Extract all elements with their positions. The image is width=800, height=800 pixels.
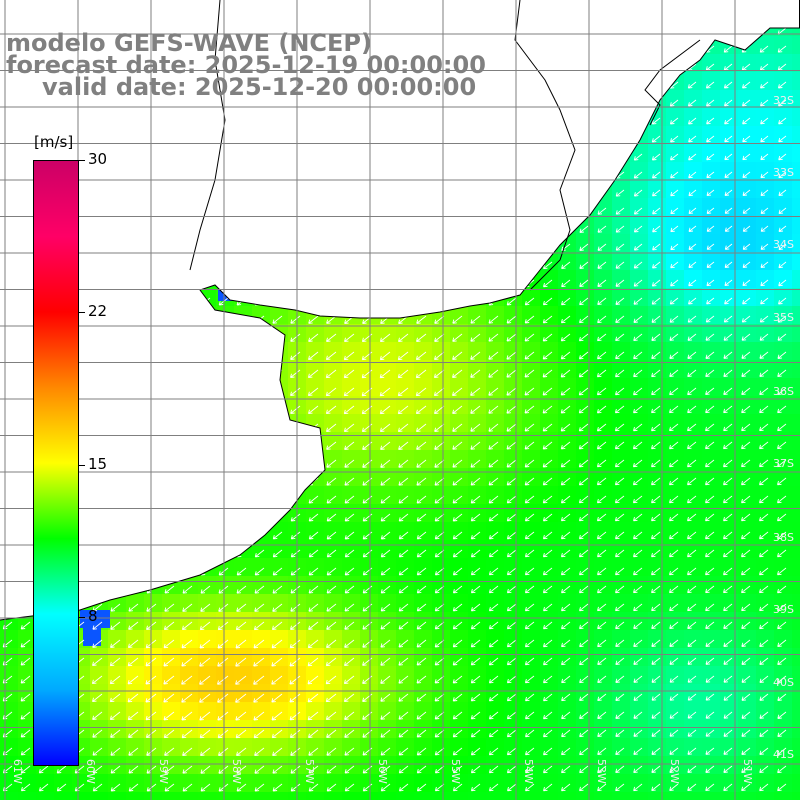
colorbar-tick-15 <box>79 465 85 466</box>
lat-label-32s: 32S <box>773 94 794 107</box>
colorbar-tick-30 <box>79 160 85 161</box>
colorbar-tick-8 <box>79 617 85 618</box>
colorbar-label-8: 8 <box>88 607 98 625</box>
lat-label-33s: 33S <box>773 166 794 179</box>
lon-label-51w: 51W <box>741 759 754 784</box>
lon-label-59w: 59W <box>157 759 170 784</box>
title-model: modelo GEFS-WAVE (NCEP) <box>6 29 372 57</box>
colorbar <box>33 160 79 766</box>
lon-label-54w: 54W <box>522 759 535 784</box>
colorbar-tick-22 <box>79 312 85 313</box>
colorbar-unit: [m/s] <box>34 133 74 151</box>
colorbar-label-30: 30 <box>88 150 108 168</box>
colorbar-label-22: 22 <box>88 302 108 320</box>
lat-label-36s: 36S <box>773 385 794 398</box>
lon-label-58w: 58W <box>230 759 243 784</box>
lat-label-41s: 41S <box>773 748 794 761</box>
colorbar-label-15: 15 <box>88 455 108 473</box>
title-forecast-date: forecast date: 2025-12-19 00:00:00 <box>6 51 486 79</box>
lat-label-34s: 34S <box>773 238 794 251</box>
lon-label-53w: 53W <box>595 759 608 784</box>
lat-label-37s: 37S <box>773 457 794 470</box>
lat-label-38s: 38S <box>773 531 794 544</box>
lat-label-35s: 35S <box>773 311 794 324</box>
lon-label-56w: 56W <box>376 759 389 784</box>
title-valid-date: valid date: 2025-12-20 00:00:00 <box>42 73 477 101</box>
lon-label-57w: 57W <box>303 759 316 784</box>
lon-label-60w: 60W <box>84 759 97 784</box>
lat-label-39s: 39S <box>773 603 794 616</box>
lon-label-61w: 61W <box>11 759 24 784</box>
lat-label-40s: 40S <box>773 676 794 689</box>
lon-label-55w: 55W <box>449 759 462 784</box>
lon-label-52w: 52W <box>668 759 681 784</box>
